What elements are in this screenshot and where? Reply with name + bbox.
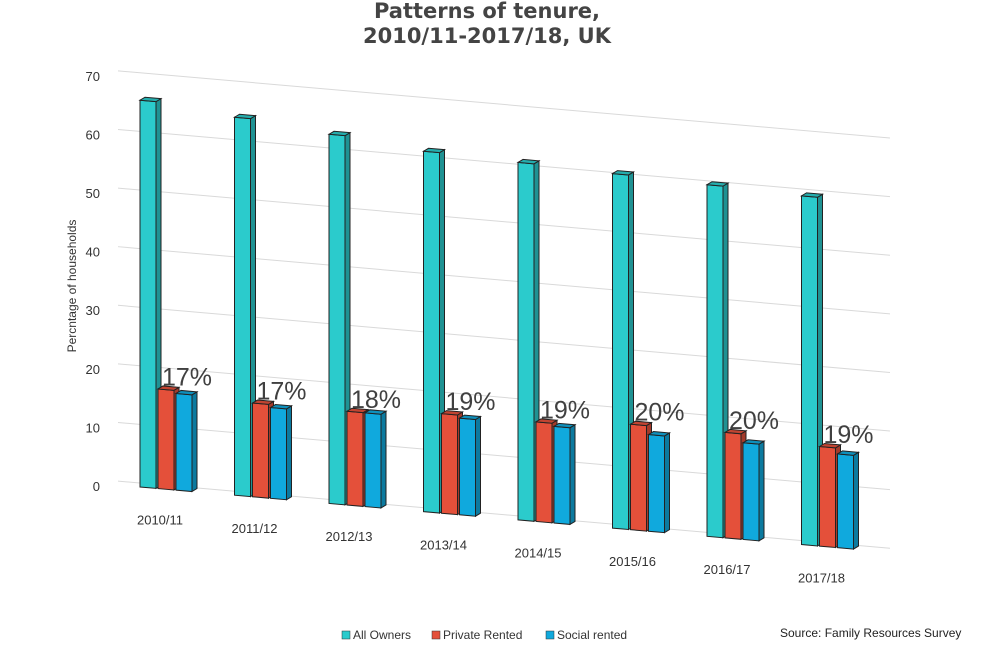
bar-social-rented-2013-14	[457, 414, 483, 518]
bar-all-owners-2013-14	[421, 147, 447, 514]
source-note: Source: Family Resources Survey	[780, 626, 961, 640]
data-label: 19%	[446, 388, 496, 416]
bar-social-rented-2015-16	[646, 431, 672, 534]
y-tick-label: 10	[86, 420, 100, 435]
bar-all-owners-2011-12	[232, 113, 258, 498]
legend-item-private-rented: Private Rented	[431, 628, 522, 642]
data-label: 17%	[257, 378, 307, 406]
data-labels: 17% 17% 18% 19% 19% 20% 20% 19%	[162, 363, 874, 449]
bar-social-rented-2017-18	[835, 450, 861, 550]
legend-label: Social rented	[557, 628, 627, 642]
chart-title-line-1: Patterns of tenure,	[374, 0, 600, 23]
x-category-label: 2017/18	[798, 570, 845, 585]
legend-item-all-owners: All Owners	[341, 628, 411, 642]
bar-social-rented-2010-11	[174, 389, 199, 493]
x-category-label: 2016/17	[704, 562, 751, 577]
bar-social-rented-2011-12	[268, 404, 294, 501]
bar-all-owners-2012-13	[327, 130, 352, 506]
chart-title-line-2: 2010/11-2017/18, UK	[363, 24, 612, 48]
bar-social-rented-2016-17	[741, 439, 766, 542]
y-tick-label: 50	[86, 186, 100, 201]
bar-private-rented-2017-18	[817, 442, 843, 549]
legend-item-social-rented: Social rented	[545, 628, 627, 642]
gridline	[117, 128, 891, 198]
y-tick-label: 0	[93, 479, 100, 494]
bar-social-rented-2012-13	[363, 409, 388, 509]
bar-all-owners-2016-17	[705, 181, 730, 539]
data-label: 17%	[162, 363, 212, 391]
x-category-label: 2011/12	[231, 521, 277, 536]
legend: All Owners Private Rented Social rented	[341, 628, 627, 642]
x-category-label: 2010/11	[137, 513, 183, 528]
y-axis-ticks: 0 10 20 30 40 50 60 70	[86, 69, 100, 494]
data-label: 19%	[824, 421, 874, 449]
data-label: 20%	[635, 399, 685, 427]
data-label: 18%	[351, 386, 401, 414]
x-category-label: 2012/13	[326, 529, 373, 544]
y-tick-label: 30	[86, 303, 100, 318]
data-label: 19%	[540, 396, 590, 424]
y-tick-label: 40	[86, 245, 100, 260]
gridlines	[117, 70, 891, 549]
gridline	[117, 246, 891, 315]
legend-label: Private Rented	[443, 628, 522, 642]
bar-social-rented-2014-15	[552, 422, 577, 526]
gridline	[117, 304, 891, 373]
bars	[138, 96, 861, 550]
gridline	[117, 70, 891, 139]
x-category-label: 2015/16	[609, 554, 656, 569]
x-axis-categories: 2010/11 2011/12 2012/13 2013/14 2014/15 2015/…	[137, 513, 845, 586]
gridline	[117, 187, 891, 256]
y-tick-label: 70	[86, 69, 100, 84]
x-category-label: 2013/14	[420, 537, 467, 552]
y-tick-label: 60	[86, 127, 100, 142]
x-category-label: 2014/15	[515, 546, 562, 561]
legend-label: All Owners	[353, 628, 411, 642]
y-axis-label: Percntage of households	[65, 220, 79, 353]
data-label: 20%	[729, 407, 779, 435]
gridline	[117, 480, 891, 549]
y-tick-label: 20	[86, 362, 100, 377]
bar-all-owners-2015-16	[610, 170, 636, 531]
